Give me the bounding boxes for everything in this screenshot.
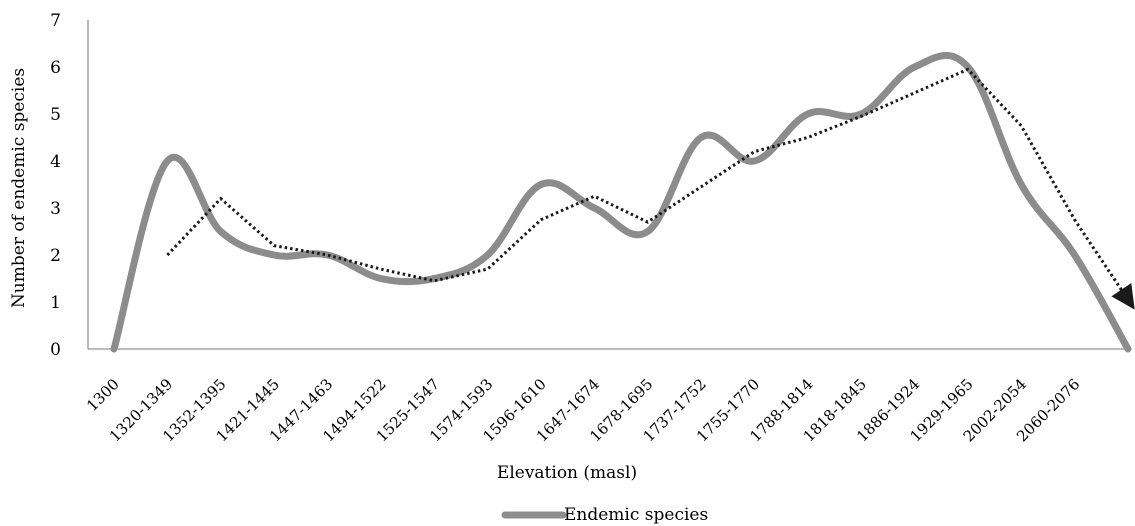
data-point (487, 255, 488, 256)
data-point (540, 184, 541, 185)
y-tick-label: 2 (50, 246, 61, 266)
data-point (434, 278, 435, 279)
y-tick-label: 1 (50, 293, 61, 313)
data-point (274, 255, 275, 256)
x-tick-label: 1300 (83, 375, 123, 415)
y-tick-label: 0 (50, 340, 61, 360)
y-tick-label: 6 (50, 58, 61, 78)
y-tick-label: 7 (50, 11, 61, 31)
data-point (754, 161, 755, 162)
data-point (380, 278, 381, 279)
data-point (967, 67, 968, 68)
y-tick-label: 4 (50, 152, 61, 172)
y-tick-label: 5 (50, 105, 61, 125)
data-point (220, 231, 221, 232)
series-line-endemic-species (110, 52, 1132, 353)
x-axis-ticks: 13001320-13491352-13951421-14451447-1463… (83, 375, 1083, 445)
data-point (1074, 255, 1075, 256)
y-tick-label: 3 (50, 199, 61, 219)
data-point (914, 67, 915, 68)
series-layer (110, 52, 1135, 353)
data-point (701, 137, 702, 138)
y-axis-title: Number of endemic species (9, 68, 29, 308)
legend-label-endemic-species: Endemic species (564, 505, 708, 525)
trend-line-dotted (166, 67, 1135, 310)
y-axis-ticks: 0 1 2 3 4 5 6 7 (50, 11, 61, 360)
data-point (327, 255, 328, 256)
data-point (1021, 184, 1022, 185)
legend: Endemic species (501, 505, 708, 525)
data-point (114, 349, 115, 350)
data-point (594, 208, 595, 209)
data-point (1128, 349, 1129, 350)
data-point (167, 161, 168, 162)
data-point (647, 231, 648, 232)
x-axis-title: Elevation (masl) (497, 463, 637, 483)
data-point (807, 114, 808, 115)
data-point (861, 114, 862, 115)
